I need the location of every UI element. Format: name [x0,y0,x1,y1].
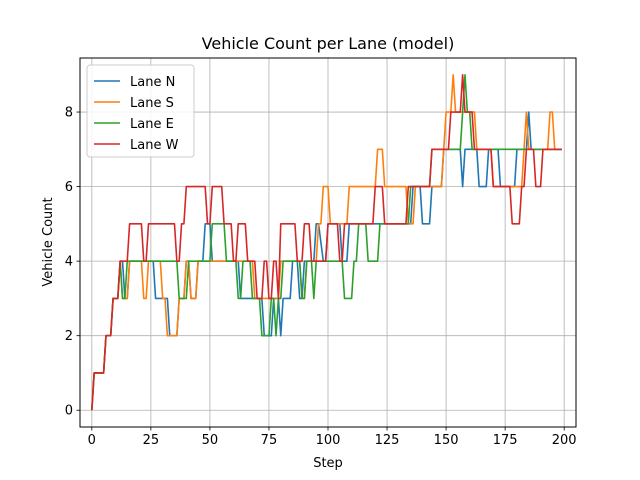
y-tick-label: 8 [65,106,73,121]
x-axis-label: Step [313,456,343,471]
x-tick-label: 150 [434,433,459,448]
y-tick-label: 4 [65,255,73,270]
x-tick-label: 100 [316,433,341,448]
series-line-lane-w [91,73,562,411]
x-tick-label: 125 [375,433,400,448]
y-axis-label: Vehicle Count [41,197,56,286]
y-tick-label: 2 [65,329,73,344]
series-layer [91,73,562,411]
legend-label-lane-n: Lane N [130,75,175,90]
y-tick-label: 0 [65,404,73,419]
x-tick-label: 50 [202,433,219,448]
legend-label-lane-e: Lane E [130,117,174,132]
legend-label-lane-s: Lane S [130,96,174,111]
x-tick-label: 75 [261,433,278,448]
tick-layer: 0 25 50 75 100 125 150 175 200 0 2 4 6 8 [65,106,577,448]
x-tick-label: 175 [493,433,518,448]
x-tick-label: 0 [88,433,96,448]
legend-frame [86,64,195,158]
y-tick-label: 6 [65,180,73,195]
legend: Lane N Lane S Lane E Lane W [86,64,195,158]
legend-label-lane-w: Lane W [130,138,179,153]
x-tick-label: 200 [552,433,577,448]
chart-title: Vehicle Count per Lane (model) [202,34,455,53]
x-tick-label: 25 [143,433,160,448]
